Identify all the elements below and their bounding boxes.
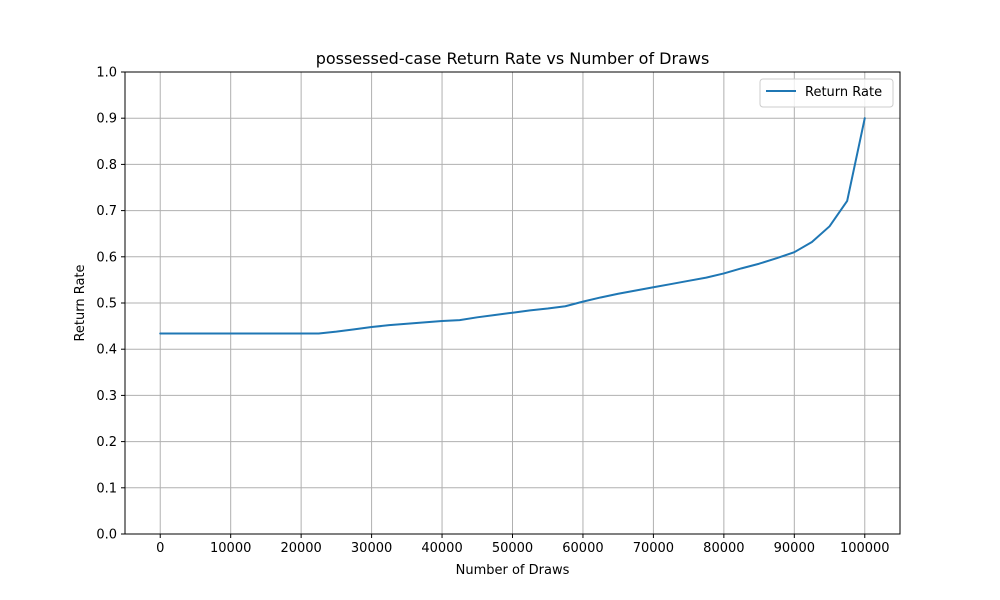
x-tick-label: 30000 [351, 541, 392, 556]
legend-box [759, 78, 894, 108]
x-tick-label: 80000 [703, 541, 744, 556]
y-tick-label: 0.0 [96, 528, 117, 543]
x-tick-label: 50000 [492, 541, 533, 556]
x-tick-label: 60000 [562, 541, 603, 556]
x-tick-label: 20000 [280, 541, 321, 556]
y-tick-label: 0.9 [96, 112, 117, 127]
y-tick-label: 0.6 [96, 250, 117, 265]
chart-title: possessed-case Return Rate vs Number of … [316, 49, 710, 68]
x-tick-label: 90000 [774, 541, 815, 556]
y-tick-label: 0.3 [96, 389, 117, 404]
x-axis-label: Number of Draws [456, 563, 570, 578]
y-axis-label: Return Rate [73, 264, 88, 341]
x-axis-ticks: 0 10000 20000 30000 40000 50000 60000 70000 8000… [156, 534, 890, 556]
y-tick-label: 0.4 [96, 343, 117, 358]
series-line-return-rate [159, 117, 866, 335]
x-tick-label: 40000 [421, 541, 462, 556]
x-tick-label: 0 [156, 541, 164, 556]
y-tick-label: 0.1 [96, 481, 117, 496]
series-layer [159, 117, 866, 335]
y-tick-label: 0.7 [96, 204, 117, 219]
y-tick-label: 0.5 [96, 297, 117, 312]
y-tick-label: 0.8 [96, 158, 117, 173]
legend-label-return-rate: Return Rate [805, 85, 882, 100]
x-tick-label: 100000 [840, 541, 890, 556]
y-tick-label: 1.0 [96, 66, 117, 81]
x-tick-label: 70000 [633, 541, 674, 556]
legend: Return Rate [759, 78, 894, 108]
y-axis-ticks: 0.0 0.1 0.2 0.3 0.4 0.5 0.6 0.7 0.8 0.9 1.0 [96, 66, 125, 543]
y-tick-label: 0.2 [96, 435, 117, 450]
x-tick-label: 10000 [210, 541, 251, 556]
plot-area-frame [124, 71, 901, 535]
